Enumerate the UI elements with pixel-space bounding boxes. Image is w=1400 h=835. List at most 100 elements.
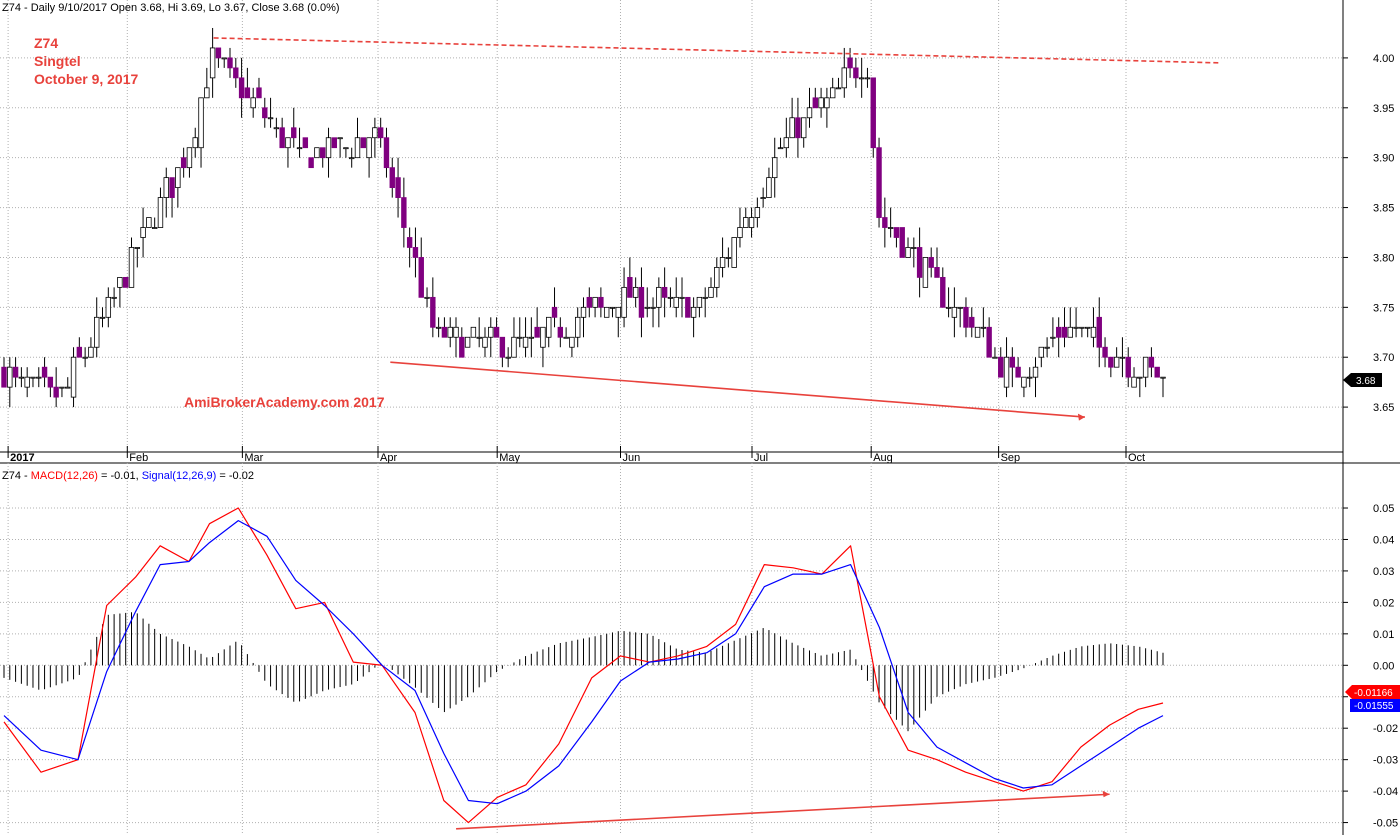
candle-body xyxy=(406,237,413,248)
candle-body xyxy=(690,306,697,318)
price-tick-label: 4.00 xyxy=(1373,53,1394,65)
month-label: Oct xyxy=(1128,452,1145,464)
price-chart-title: Z74 - Daily 9/10/2017 Open 3.68, Hi 3.69… xyxy=(2,2,340,14)
candle-body xyxy=(447,326,453,338)
candle-body xyxy=(858,77,865,80)
candle-body xyxy=(383,137,390,169)
price-tick-label: 3.80 xyxy=(1373,252,1394,264)
month-labels: 2017 Feb Mar Apr May Jun Jul Aug Sep Oct xyxy=(0,446,1343,464)
candle-body xyxy=(117,277,123,288)
candle-body xyxy=(615,306,621,318)
candle-body xyxy=(140,227,146,238)
candle-body xyxy=(511,336,517,358)
candle-body xyxy=(285,137,291,149)
candle-body xyxy=(1038,346,1045,358)
candle-body xyxy=(430,296,436,328)
candle-body xyxy=(47,376,54,388)
close-badge: 3.68 xyxy=(1343,373,1382,387)
company-annotation: Singtel xyxy=(34,53,81,69)
candle-body xyxy=(36,376,42,379)
candle-body xyxy=(82,356,88,359)
candle-body xyxy=(551,306,558,318)
candle-body xyxy=(986,326,992,358)
candle-body xyxy=(238,77,245,99)
signal-legend-label: Signal(12,26,9) xyxy=(142,470,217,482)
candle-body xyxy=(1050,336,1056,339)
candle-body xyxy=(198,97,204,149)
candle-body xyxy=(499,336,506,358)
candle-body xyxy=(122,277,129,288)
candle-body xyxy=(256,87,262,99)
price-tick-label: 3.75 xyxy=(1373,302,1394,314)
candle-body xyxy=(644,306,650,309)
watermark: AmiBrokerAcademy.com 2017 xyxy=(184,394,385,410)
candle-body xyxy=(424,296,430,299)
candle-body xyxy=(302,137,309,149)
candle-body xyxy=(377,127,384,139)
candle-body xyxy=(609,306,616,309)
candle-body xyxy=(528,336,535,339)
candle-body xyxy=(1154,366,1160,378)
candle-body xyxy=(482,336,488,348)
candle-body xyxy=(1119,356,1126,359)
candle-body xyxy=(847,57,853,69)
price-tick-label: 3.70 xyxy=(1373,352,1394,364)
candle-body xyxy=(1003,356,1010,388)
candle-body xyxy=(459,336,465,358)
candle-body xyxy=(395,177,401,198)
candle-body xyxy=(940,277,946,308)
candle-body xyxy=(580,306,587,318)
candle-body xyxy=(951,306,958,318)
candle-body xyxy=(1067,326,1073,338)
candle-body xyxy=(372,127,378,139)
candle-body xyxy=(441,326,448,338)
candle-body xyxy=(656,286,662,308)
macd-divergence-trendline xyxy=(456,793,1110,830)
candle-body xyxy=(1096,316,1102,348)
candle-body xyxy=(702,296,708,299)
candle-body xyxy=(412,247,419,258)
macd-y-ticks: 0.050.040.030.020.010.00-0.01-0.02-0.03-… xyxy=(1343,503,1398,830)
month-label: Feb xyxy=(129,452,148,464)
candle-body xyxy=(928,257,934,268)
candle-body xyxy=(1090,326,1097,338)
month-label: Jul xyxy=(754,452,768,464)
candle-body xyxy=(714,267,720,288)
candle-body xyxy=(250,97,256,109)
candle-body xyxy=(870,77,876,149)
candle-body xyxy=(911,247,917,249)
candle-body xyxy=(169,177,175,198)
candle-body xyxy=(719,257,726,268)
candle-body xyxy=(812,97,818,109)
candle-body xyxy=(1009,356,1016,368)
candle-body xyxy=(916,247,923,278)
macd-badge-text: -0.01166 xyxy=(1354,688,1393,699)
candle-body xyxy=(1,366,7,388)
candle-body xyxy=(1061,326,1068,338)
candle-body xyxy=(180,157,187,169)
candle-body xyxy=(488,326,494,338)
candle-body xyxy=(783,137,790,149)
candle-body xyxy=(215,47,222,59)
candle-body xyxy=(766,177,772,198)
signal-legend-value: = -0.02 xyxy=(216,470,254,482)
candlestick-series xyxy=(1,27,1166,408)
candle-body xyxy=(175,167,181,189)
candle-body xyxy=(1079,326,1085,329)
candle-body xyxy=(563,336,569,339)
candle-body xyxy=(696,296,703,308)
candle-body xyxy=(76,346,83,358)
signal-badge-text: -0.01555 xyxy=(1354,701,1394,712)
candle-body xyxy=(331,137,338,149)
candle-body xyxy=(748,217,755,228)
candle-body xyxy=(320,147,326,159)
candle-body xyxy=(685,296,691,318)
support-trendline xyxy=(390,361,1085,418)
candle-body xyxy=(667,296,674,299)
candle-body xyxy=(163,177,169,198)
candle-body xyxy=(453,326,459,338)
month-label: Apr xyxy=(380,452,397,464)
macd-legend-label: MACD(12,26) xyxy=(31,470,98,482)
candle-body xyxy=(53,386,59,398)
candle-body xyxy=(470,326,477,338)
